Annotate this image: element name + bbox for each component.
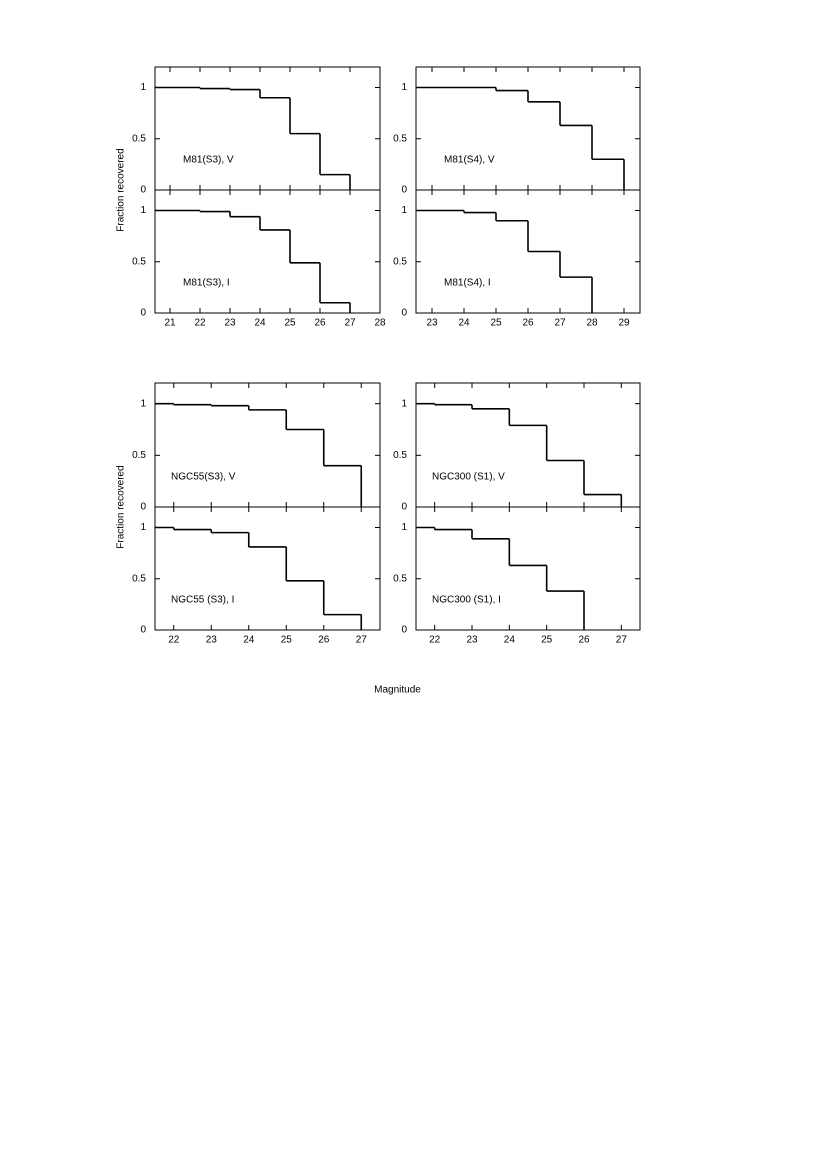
panel-frame [415, 382, 641, 508]
x-tick-label: 27 [356, 635, 368, 646]
x-tick-label: 26 [522, 318, 534, 329]
x-tick-label: 25 [284, 318, 296, 329]
x-tick-label: 22 [429, 635, 441, 646]
panel-label: NGC55 (S3), I [171, 595, 234, 606]
x-tick-label: 26 [314, 318, 326, 329]
y-tick-label: 0.5 [393, 450, 407, 461]
x-tick-label: 24 [504, 635, 516, 646]
y-tick-label: 0 [140, 185, 146, 196]
x-tick-label: 29 [618, 318, 630, 329]
x-tick-label: 21 [164, 318, 176, 329]
panel-label: M81(S4), V [444, 155, 495, 166]
panel-frame [415, 506, 641, 631]
x-tick-label: 25 [281, 635, 293, 646]
x-tick-label: 24 [458, 318, 470, 329]
x-tick-label: 24 [243, 635, 255, 646]
y-tick-label: 0 [140, 625, 146, 636]
y-tick-label: 0.5 [132, 450, 146, 461]
panel-frame [154, 189, 381, 314]
y-tick-label: 1 [140, 82, 146, 93]
y-tick-label: 1 [401, 522, 407, 533]
x-tick-label: 27 [616, 635, 628, 646]
panel-frame [415, 66, 641, 191]
y-tick-label: 0.5 [132, 133, 146, 144]
y-tick-label: 0 [401, 185, 407, 196]
x-tick-label: 25 [490, 318, 502, 329]
panel-label: M81(S3), V [183, 155, 234, 166]
x-tick-label: 28 [374, 318, 386, 329]
y-tick-label: 0 [401, 502, 407, 513]
x-tick-label: 23 [206, 635, 218, 646]
x-tick-label: 26 [318, 635, 330, 646]
panel-frame [154, 66, 381, 191]
panel-label: NGC300 (S1), V [432, 472, 505, 483]
x-tick-label: 28 [586, 318, 598, 329]
x-tick-label: 23 [224, 318, 236, 329]
x-axis-label: Magnitude [374, 685, 421, 696]
y-tick-label: 0.5 [393, 573, 407, 584]
y-axis-label: Fraction recovered [116, 465, 127, 548]
panel-frame [154, 382, 381, 508]
y-tick-label: 0.5 [132, 256, 146, 267]
panel-label: NGC300 (S1), I [432, 595, 501, 606]
y-tick-label: 0.5 [393, 256, 407, 267]
x-tick-label: 27 [554, 318, 566, 329]
y-tick-label: 1 [401, 398, 407, 409]
y-tick-label: 1 [140, 398, 146, 409]
y-tick-label: 1 [140, 205, 146, 216]
panel-frame [154, 506, 381, 631]
y-tick-label: 0 [140, 502, 146, 513]
x-tick-label: 25 [541, 635, 553, 646]
y-tick-label: 0 [140, 308, 146, 319]
y-tick-label: 0 [401, 308, 407, 319]
y-tick-label: 1 [401, 205, 407, 216]
y-tick-label: 0.5 [393, 133, 407, 144]
panel-label: M81(S3), I [183, 278, 230, 289]
y-tick-label: 1 [401, 82, 407, 93]
y-tick-label: 1 [140, 522, 146, 533]
x-tick-label: 24 [254, 318, 266, 329]
y-axis-label: Fraction recovered [116, 148, 127, 231]
x-tick-label: 23 [426, 318, 438, 329]
x-tick-label: 27 [344, 318, 356, 329]
x-tick-label: 26 [578, 635, 590, 646]
panel-label: M81(S4), I [444, 278, 491, 289]
x-tick-label: 22 [168, 635, 180, 646]
x-tick-label: 22 [194, 318, 206, 329]
x-tick-label: 23 [466, 635, 478, 646]
y-tick-label: 0.5 [132, 573, 146, 584]
panel-label: NGC55(S3), V [171, 472, 236, 483]
y-tick-label: 0 [401, 625, 407, 636]
